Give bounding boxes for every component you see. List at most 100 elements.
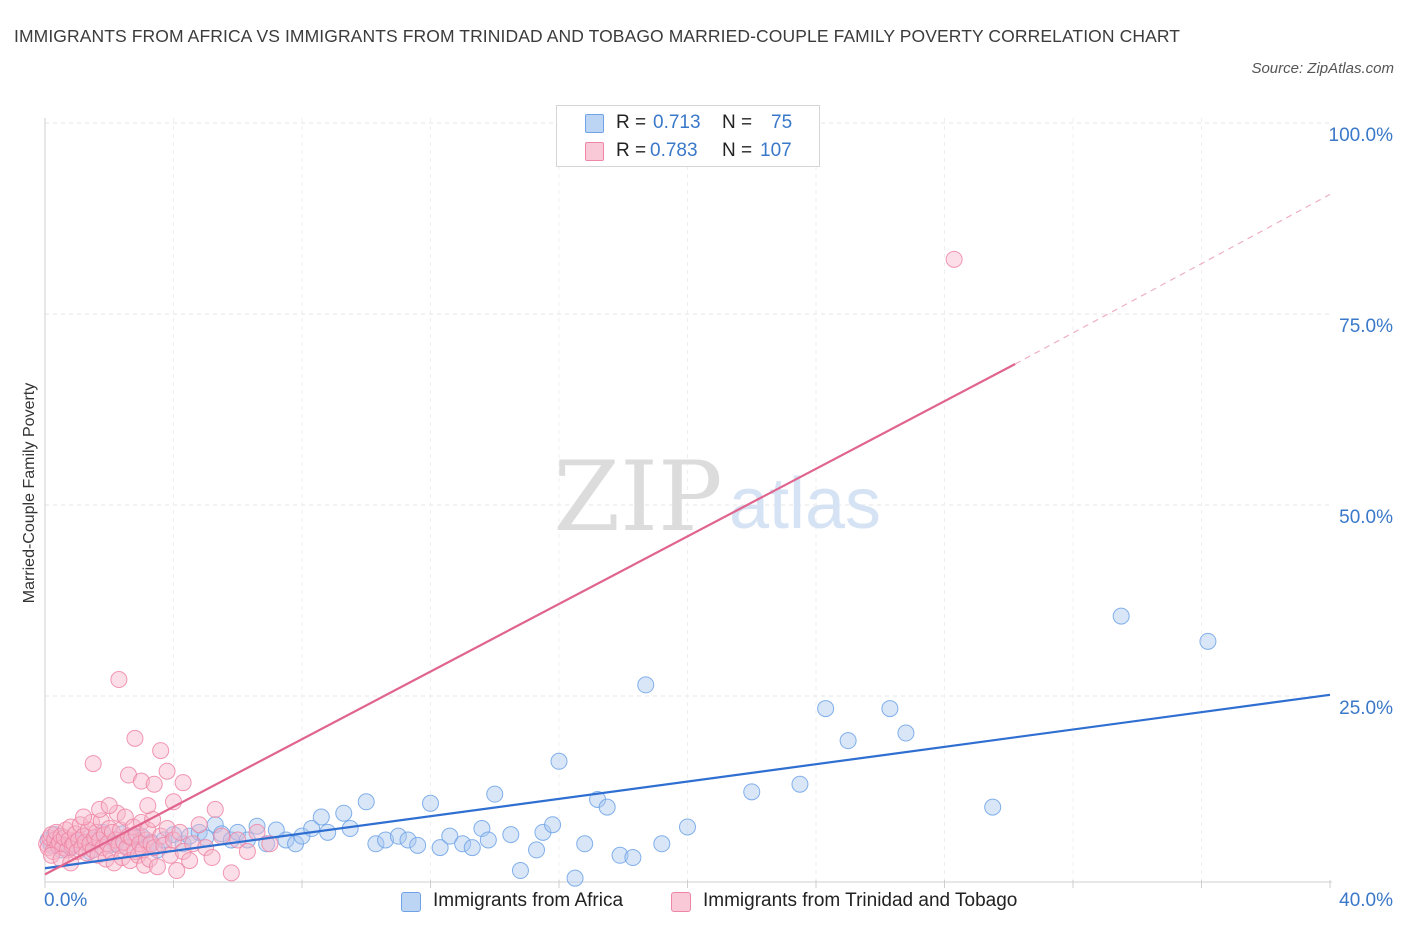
data-point [566, 869, 584, 887]
data-point [544, 816, 562, 834]
data-point [367, 835, 385, 853]
data-point [110, 671, 128, 689]
data-point [377, 831, 395, 849]
legend-swatch-africa [585, 114, 604, 133]
data-point [91, 800, 109, 818]
legend-n-value: 75 [771, 112, 793, 133]
y-tick-labels: 25.0% 50.0% 75.0% 100.0% [1329, 125, 1394, 719]
bottom-legend-swatch-africa [401, 892, 421, 912]
data-point [743, 783, 761, 801]
y-tick-label: 50.0% [1339, 507, 1393, 528]
data-point [653, 835, 671, 853]
data-point [881, 700, 899, 718]
y-tick-label: 100.0% [1329, 125, 1394, 146]
y-tick-label: 75.0% [1339, 316, 1393, 337]
data-point [248, 817, 266, 835]
data-point [528, 841, 546, 859]
data-point [152, 742, 170, 760]
data-point [203, 849, 221, 867]
data-point [261, 835, 279, 853]
data-point [611, 846, 629, 864]
data-point [486, 785, 504, 803]
data-point [984, 798, 1002, 816]
trend-line-trinidad [44, 363, 1016, 876]
watermark-zip: ZIP [553, 441, 722, 553]
data-point [229, 831, 247, 849]
x-tick-max: 40.0% [1339, 890, 1393, 911]
data-point [168, 862, 186, 880]
data-point [817, 700, 835, 718]
data-point [100, 797, 118, 815]
stats-legend: R = 0.713 N = 75 R = 0.783 N = 107 [556, 105, 820, 167]
data-point [145, 775, 163, 793]
data-point [139, 797, 157, 815]
bottom-legend-label-trinidad: Immigrants from Trinidad and Tobago [703, 890, 1018, 911]
data-point [945, 250, 963, 268]
data-point [791, 775, 809, 793]
data-point [389, 827, 407, 845]
data-point [1199, 632, 1217, 650]
trend-lines [44, 193, 1331, 876]
legend-swatch-trinidad [585, 142, 604, 161]
watermark: ZIP atlas [553, 441, 881, 553]
data-point [181, 852, 199, 870]
y-tick-label: 25.0% [1339, 698, 1393, 719]
data-point [409, 836, 427, 854]
data-point [75, 808, 93, 826]
data-point [399, 831, 417, 849]
data-point [158, 762, 176, 780]
data-point [171, 823, 189, 841]
data-point [422, 794, 439, 812]
trend-line-africa [44, 693, 1331, 870]
data-point [839, 732, 857, 750]
data-point [576, 835, 594, 853]
data-point [511, 862, 529, 880]
data-point [84, 755, 102, 773]
data-point [42, 846, 60, 864]
data-point [319, 823, 337, 841]
axes [44, 118, 1332, 888]
data-point [624, 849, 642, 867]
data-point [312, 808, 330, 826]
data-point [174, 774, 192, 792]
data-point [148, 858, 166, 876]
legend-r-value: 0.783 [650, 140, 698, 161]
data-point [132, 772, 150, 790]
data-point [897, 724, 915, 742]
data-point [431, 839, 449, 857]
data-point [126, 729, 144, 747]
data-point [479, 831, 497, 849]
data-point [155, 836, 173, 854]
source-note: Source: ZipAtlas.com [1251, 60, 1394, 77]
data-points [38, 250, 1217, 887]
data-point [637, 676, 655, 694]
legend-r-label: R = [616, 112, 647, 133]
data-point [206, 800, 224, 818]
chart-title: IMMIGRANTS FROM AFRICA VS IMMIGRANTS FRO… [14, 26, 1181, 46]
data-point [357, 793, 375, 811]
trend-line-extension [1014, 193, 1331, 365]
legend-r-value: 0.713 [653, 112, 701, 133]
watermark-atlas: atlas [729, 464, 881, 544]
legend-r-label: R = [616, 140, 647, 161]
data-point [238, 842, 256, 860]
data-point [213, 827, 231, 845]
x-tick-min: 0.0% [44, 890, 88, 911]
data-point [550, 752, 568, 770]
data-point [335, 804, 353, 822]
data-point [1112, 607, 1130, 625]
data-point [598, 798, 616, 816]
data-point [463, 839, 481, 857]
bottom-legend-swatch-trinidad [671, 892, 691, 912]
data-point [679, 818, 696, 836]
data-point [502, 826, 520, 844]
data-point [222, 864, 240, 882]
legend-n-value: 107 [760, 140, 792, 161]
legend-n-label: N = [722, 140, 753, 161]
data-point [454, 835, 472, 853]
legend-n-label: N = [722, 112, 753, 133]
data-point [441, 827, 459, 845]
series-points-trinidad [38, 250, 963, 882]
data-point [190, 816, 208, 834]
